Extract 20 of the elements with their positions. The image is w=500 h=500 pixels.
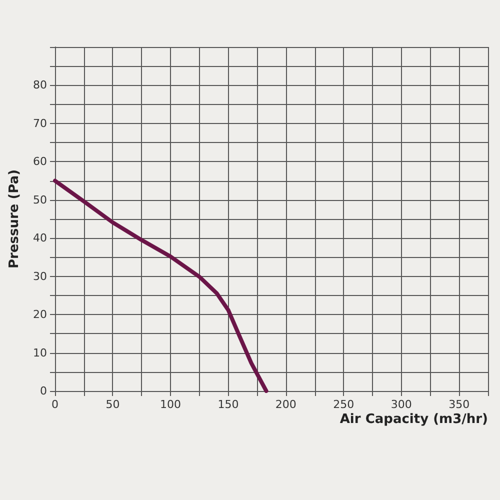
x-tick-label: 0 bbox=[52, 398, 58, 411]
y-tick-label: 20 bbox=[33, 308, 47, 322]
y-tick-label: 0 bbox=[40, 384, 47, 398]
y-tick-label: 80 bbox=[33, 78, 47, 92]
line-series bbox=[53, 178, 268, 393]
y-tick-label: 40 bbox=[33, 232, 47, 245]
y-tick-label: 60 bbox=[33, 155, 47, 168]
y-axis-title: Pressure (Pa) bbox=[7, 169, 22, 269]
x-tick-label: 350 bbox=[448, 398, 470, 411]
x-axis-title: Air Capacity (m3/hr) bbox=[340, 412, 488, 427]
y-tick-label: 10 bbox=[33, 346, 47, 360]
y-tick-label: 30 bbox=[33, 270, 47, 283]
y-tick-label: 50 bbox=[33, 193, 47, 206]
x-tick-label: 300 bbox=[390, 398, 412, 411]
x-tick-label: 150 bbox=[218, 398, 239, 411]
x-tick-label: 250 bbox=[333, 398, 354, 411]
y-tick-label: 70 bbox=[33, 116, 47, 130]
x-tick-label: 200 bbox=[275, 398, 296, 411]
x-tick-label: 100 bbox=[160, 398, 181, 411]
x-tick-label: 50 bbox=[106, 398, 120, 411]
